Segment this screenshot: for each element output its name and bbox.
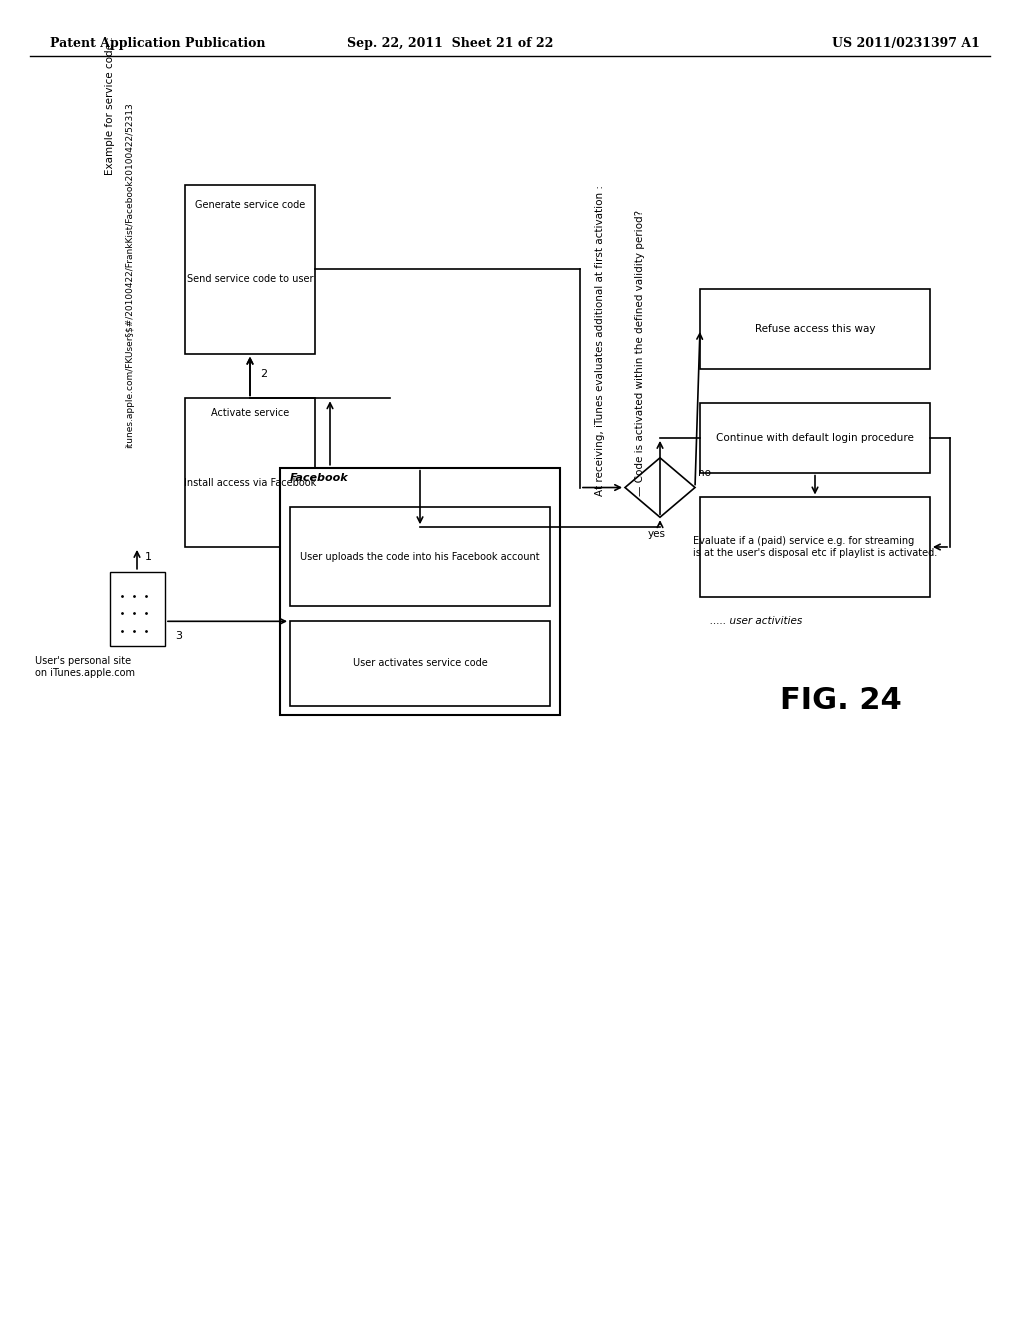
FancyBboxPatch shape [185, 185, 315, 354]
Text: Activate service: Activate service [211, 408, 289, 418]
Text: Patent Application Publication: Patent Application Publication [50, 37, 265, 50]
Text: Generate service code: Generate service code [195, 201, 305, 210]
FancyBboxPatch shape [290, 507, 550, 606]
Text: User's personal site
on iTunes.apple.com: User's personal site on iTunes.apple.com [35, 656, 135, 677]
FancyBboxPatch shape [280, 467, 560, 715]
Text: yes: yes [648, 529, 666, 539]
Text: 1: 1 [145, 552, 152, 562]
Text: itunes.apple.com/FKUser§$#/20100422/FrankKist/Facebook20100422/52313: itunes.apple.com/FKUser§$#/20100422/Fran… [126, 102, 134, 447]
Text: Continue with default login procedure: Continue with default login procedure [716, 433, 914, 444]
Text: FIG. 24: FIG. 24 [780, 685, 902, 714]
Text: — Code is activated within the defined validity period?: — Code is activated within the defined v… [635, 210, 645, 496]
FancyBboxPatch shape [110, 572, 165, 645]
FancyBboxPatch shape [290, 622, 550, 706]
FancyBboxPatch shape [700, 289, 930, 368]
Text: At receiving, iTunes evaluates additional at first activation :: At receiving, iTunes evaluates additiona… [595, 185, 605, 496]
Text: Facebook: Facebook [290, 473, 348, 483]
Text: ..... user activities: ..... user activities [710, 616, 802, 627]
FancyBboxPatch shape [700, 404, 930, 473]
Text: Refuse access this way: Refuse access this way [755, 323, 876, 334]
Text: 3: 3 [175, 631, 182, 642]
Text: US 2011/0231397 A1: US 2011/0231397 A1 [833, 37, 980, 50]
Text: Sep. 22, 2011  Sheet 21 of 22: Sep. 22, 2011 Sheet 21 of 22 [347, 37, 553, 50]
Text: Install access via Facebook: Install access via Facebook [184, 478, 316, 487]
Text: Evaluate if a (paid) service e.g. for streaming
is at the user's disposal etc if: Evaluate if a (paid) service e.g. for st… [693, 536, 937, 558]
Polygon shape [625, 458, 695, 517]
Text: User activates service code: User activates service code [352, 659, 487, 668]
Text: no: no [698, 467, 711, 478]
Text: Example for service code :: Example for service code : [105, 37, 115, 176]
FancyBboxPatch shape [185, 399, 315, 546]
Text: 2: 2 [260, 368, 267, 379]
Text: Send service code to user: Send service code to user [186, 275, 313, 284]
Text: User uploads the code into his Facebook account: User uploads the code into his Facebook … [300, 552, 540, 562]
FancyBboxPatch shape [700, 498, 930, 597]
